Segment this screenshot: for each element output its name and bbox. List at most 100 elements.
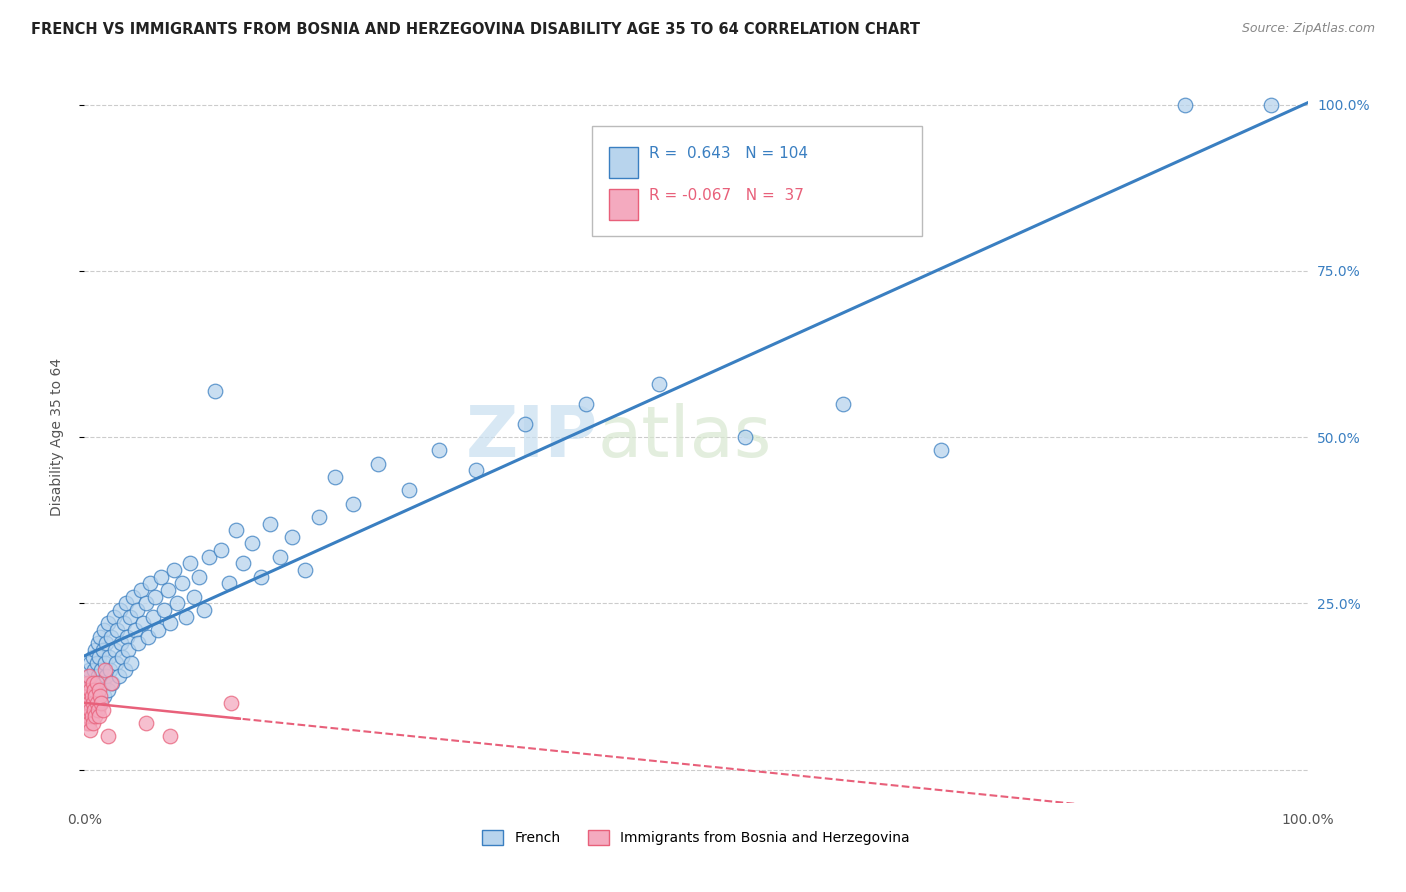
Point — [94, 663, 117, 677]
Point — [398, 483, 420, 498]
Point — [84, 643, 107, 657]
Point — [367, 457, 389, 471]
Point — [87, 649, 110, 664]
Point — [79, 723, 101, 737]
Point — [83, 703, 105, 717]
Point — [159, 616, 181, 631]
Point — [204, 384, 226, 398]
Point — [179, 557, 201, 571]
Point — [115, 630, 138, 644]
Point — [96, 669, 118, 683]
Point — [183, 590, 205, 604]
Point — [79, 703, 101, 717]
Point — [929, 443, 952, 458]
Point — [77, 663, 100, 677]
Point — [87, 682, 110, 697]
Point — [232, 557, 254, 571]
Point — [831, 397, 853, 411]
Point — [83, 663, 105, 677]
Point — [104, 643, 127, 657]
Point — [219, 696, 242, 710]
Point — [96, 636, 118, 650]
Point — [648, 376, 671, 391]
Text: atlas: atlas — [598, 402, 772, 472]
Point — [91, 643, 114, 657]
Point — [82, 649, 104, 664]
Point — [76, 703, 98, 717]
Point — [89, 690, 111, 704]
Point — [294, 563, 316, 577]
Point — [91, 676, 114, 690]
Point — [1174, 97, 1197, 112]
Point — [259, 516, 281, 531]
Point — [100, 630, 122, 644]
Text: ZIP: ZIP — [465, 402, 598, 472]
Point — [135, 716, 157, 731]
Point — [80, 709, 103, 723]
Point — [79, 656, 101, 670]
Point — [77, 716, 100, 731]
Point — [308, 509, 330, 524]
Y-axis label: Disability Age 35 to 64: Disability Age 35 to 64 — [49, 358, 63, 516]
Point — [188, 570, 211, 584]
Point — [135, 596, 157, 610]
Point — [269, 549, 291, 564]
Text: R =  0.643   N = 104: R = 0.643 N = 104 — [650, 145, 808, 161]
Point — [91, 703, 114, 717]
Point — [98, 663, 121, 677]
Point — [107, 669, 129, 683]
Point — [281, 530, 304, 544]
Point — [76, 682, 98, 697]
Point — [82, 696, 104, 710]
Point — [87, 709, 110, 723]
Point — [101, 676, 124, 690]
Point — [82, 676, 104, 690]
Point — [86, 656, 108, 670]
Point — [80, 676, 103, 690]
Point — [87, 669, 110, 683]
Point — [93, 690, 115, 704]
Text: Source: ZipAtlas.com: Source: ZipAtlas.com — [1241, 22, 1375, 36]
Point — [139, 576, 162, 591]
Point — [97, 616, 120, 631]
Point — [120, 656, 142, 670]
Point — [198, 549, 221, 564]
Point — [77, 690, 100, 704]
Point — [240, 536, 263, 550]
Point — [156, 582, 179, 597]
Point — [84, 709, 107, 723]
Point — [122, 590, 145, 604]
Point — [75, 709, 97, 723]
Point — [112, 616, 135, 631]
Point — [77, 676, 100, 690]
Point — [218, 576, 240, 591]
Point — [153, 603, 176, 617]
Point — [105, 623, 128, 637]
Point — [150, 570, 173, 584]
Point — [146, 623, 169, 637]
Point — [115, 596, 138, 610]
Point — [94, 656, 117, 670]
Point — [166, 596, 188, 610]
Point — [142, 609, 165, 624]
Point — [108, 603, 131, 617]
Point — [87, 682, 110, 697]
Point — [75, 696, 97, 710]
Point — [77, 709, 100, 723]
Point — [82, 682, 104, 697]
Point — [174, 609, 197, 624]
Point — [86, 696, 108, 710]
Point — [77, 669, 100, 683]
Point — [87, 703, 110, 717]
Point — [84, 690, 107, 704]
Point — [80, 690, 103, 704]
Text: FRENCH VS IMMIGRANTS FROM BOSNIA AND HERZEGOVINA DISABILITY AGE 35 TO 64 CORRELA: FRENCH VS IMMIGRANTS FROM BOSNIA AND HER… — [31, 22, 920, 37]
Point — [77, 669, 100, 683]
Point — [323, 470, 346, 484]
Point — [103, 609, 125, 624]
Point — [127, 636, 149, 650]
Point — [427, 443, 450, 458]
Point — [111, 649, 134, 664]
Point — [79, 703, 101, 717]
Point — [209, 543, 232, 558]
